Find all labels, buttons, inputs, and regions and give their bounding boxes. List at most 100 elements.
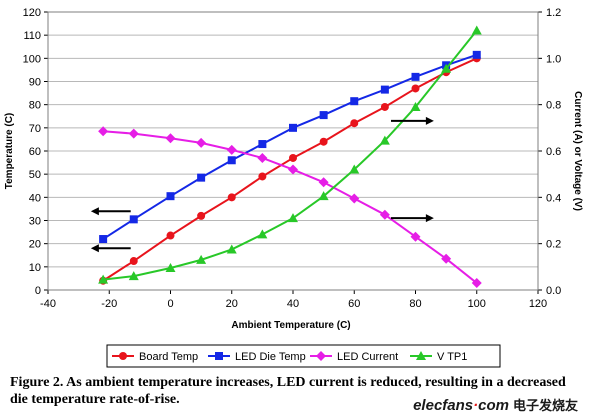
series-group [98,25,482,289]
x-tick-label: 120 [529,298,547,310]
arrow-left [90,207,131,216]
legend-swatch-marker [119,352,127,360]
legend-label: V TP1 [437,351,467,363]
data-point [441,63,452,73]
data-point [288,164,298,175]
left-tick-label: 60 [29,146,41,158]
right-tick-label: 0.8 [546,100,561,112]
x-axis-title: Ambient Temperature (C) [231,320,350,331]
x-tick-label: 40 [287,298,299,310]
data-point [226,144,237,155]
legend-item-board-temp: Board Temp [112,351,198,363]
legend-label: Board Temp [139,351,198,363]
left-tick-label: 120 [23,7,41,19]
series-led-die-temp [99,50,481,244]
data-point [318,177,329,188]
data-point [197,211,206,220]
left-tick-label: 90 [29,77,41,89]
data-point [411,72,420,81]
annotation-arrows [90,116,434,253]
data-point [227,156,236,165]
legend-item-led-die-temp: LED Die Temp [208,351,306,363]
arrow-head [425,116,434,125]
data-point [98,274,109,284]
legend-swatch-marker [416,351,426,360]
arrow-right [391,214,434,223]
left-y-axis-title: Temperature (C) [4,113,15,190]
data-point [350,97,359,106]
data-point [410,101,421,111]
watermark-logo: elecfans·com 电子发烧友 [413,395,578,414]
arrow-head [90,207,99,216]
data-point [318,191,329,201]
data-point [258,172,267,181]
data-point [288,213,298,223]
data-point [411,84,420,93]
data-point [197,173,206,182]
right-tick-label: 0.6 [546,146,561,158]
watermark-brand: elecfans [413,397,474,414]
data-point [471,278,482,289]
legend-label: LED Die Temp [235,351,306,363]
data-point [319,111,328,120]
right-y-axis-title: Current (A) or Voltage (V) [572,91,583,211]
x-tick-label: 100 [468,298,486,310]
right-tick-label: 1.2 [546,7,561,19]
data-point [165,133,176,144]
arrow-head [90,244,99,253]
x-tick-label: 20 [226,298,238,310]
x-tick-label: -20 [101,298,117,310]
series-v-tp1 [98,25,482,284]
figure-caption: Figure 2. As ambient temperature increas… [10,375,566,407]
left-tick-label: 30 [29,216,41,228]
x-tick-labels: -40 -20 0 20 40 60 80 100 120 [40,298,547,310]
x-tick-label: 80 [409,298,421,310]
data-point [349,164,360,174]
watermark-suffix: com [478,397,509,414]
data-point [379,135,390,145]
left-tick-label: 20 [29,239,41,251]
right-tick-label: 1.0 [546,53,561,65]
data-point [166,231,175,240]
data-point [165,262,176,272]
data-point [128,271,139,281]
series-led-current [98,126,482,289]
right-tick-label: 0.4 [546,192,561,204]
data-point [98,126,109,137]
legend-label: LED Current [337,351,398,363]
data-point [258,140,267,149]
data-point [380,85,389,94]
left-tick-label: 40 [29,192,41,204]
data-point [196,137,207,148]
left-tick-label: 0 [35,285,41,297]
data-point [129,257,138,266]
data-point [226,244,237,254]
arrow-left [90,244,131,253]
right-tick-label: 0.0 [546,285,561,297]
left-y-tick-labels: 0 10 20 30 40 50 60 70 80 90 100 110 120 [23,7,41,297]
data-point [99,235,108,244]
left-tick-label: 10 [29,262,41,274]
x-tick-label: -40 [40,298,56,310]
plot-border [47,11,539,291]
data-point [471,25,482,35]
watermark-dot: · [473,397,479,414]
legend-swatch-marker [215,352,223,360]
x-tick-label: 0 [167,298,173,310]
data-point [350,119,359,128]
arrow-right [391,116,434,125]
data-point [196,254,207,264]
data-point [379,209,390,220]
data-point [349,193,360,204]
legend-box [106,344,501,368]
legend-item-v-tp1: V TP1 [410,351,467,363]
data-point [128,128,139,139]
data-point [410,231,421,242]
legend-item-led-current: LED Current [310,351,398,363]
axes [44,11,542,294]
legend: Board Temp LED Die Temp LED Current V TP1 [106,344,501,368]
data-point [257,229,268,239]
data-point [289,153,297,162]
left-tick-label: 100 [23,53,41,65]
